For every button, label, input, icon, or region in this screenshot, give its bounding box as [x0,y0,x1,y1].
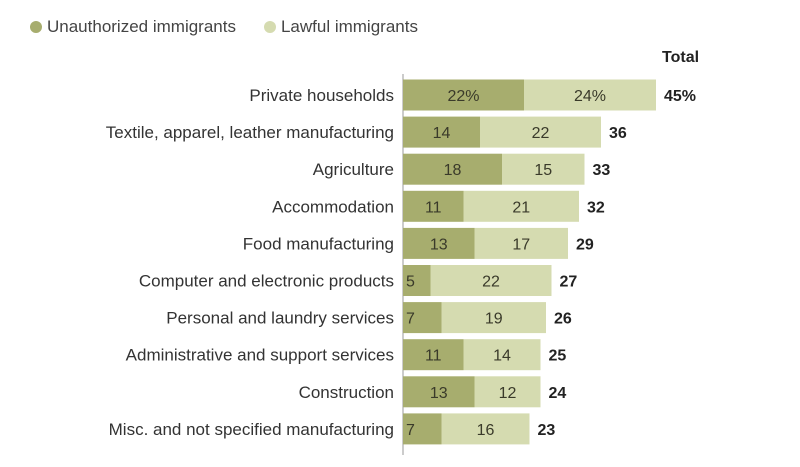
bar-lawful [430,265,552,296]
data-label-unauthorized: 22% [447,88,479,105]
data-label-lawful: 22 [532,125,550,142]
bar-lawful [463,339,541,371]
total-label: 23 [538,422,556,439]
data-label-lawful: 14 [493,348,511,365]
total-label: 27 [560,274,578,291]
bar-unauthorized [403,339,464,371]
data-label-unauthorized: 11 [425,348,442,365]
bar-lawful [480,116,601,148]
data-label-unauthorized: 5 [406,274,415,291]
total-label: 33 [593,162,611,179]
data-label-lawful: 21 [512,199,530,216]
total-label: 32 [587,199,605,216]
total-label: 25 [549,348,567,365]
data-label-unauthorized: 14 [433,125,451,142]
data-label-lawful: 22 [482,274,500,291]
bar-lawful [474,376,541,408]
bar-unauthorized [403,227,475,259]
category-label: Private households [249,86,394,105]
data-label-lawful: 24% [574,88,606,105]
legend: Unauthorized immigrants Lawful immigrant… [30,17,446,37]
category-label: Textile, apparel, leather manufacturing [106,123,394,142]
category-label: Misc. and not specified manufacturing [109,420,394,439]
category-label: Personal and laundry services [166,309,394,328]
legend-label-lawful: Lawful immigrants [280,17,418,36]
data-label-lawful: 17 [512,236,530,253]
data-label-lawful: 12 [499,385,517,402]
total-label: 26 [554,311,572,328]
bar-lawful [502,153,585,185]
category-label: Agriculture [313,160,394,179]
bar-unauthorized [403,79,524,111]
legend-swatch-unauthorized [30,21,42,33]
category-label: Administrative and support services [126,346,394,365]
bar-unauthorized [403,302,442,334]
legend-item-unauthorized: Unauthorized immigrants [30,17,236,37]
total-label: 45% [664,88,696,105]
data-label-unauthorized: 13 [430,385,448,402]
total-column-header: Total [662,49,700,66]
bar-unauthorized [403,153,502,185]
bar-unauthorized [403,376,475,408]
legend-swatch-lawful [263,21,276,33]
bar-unauthorized [403,265,431,296]
data-label-lawful: 19 [485,311,503,328]
bar-unauthorized [403,116,480,148]
bar-unauthorized [403,190,464,222]
data-label-unauthorized: 18 [444,162,462,179]
legend-label-unauthorized: Unauthorized immigrants [47,17,236,36]
bar-unauthorized [403,413,442,445]
bar-lawful [474,227,568,259]
category-label: Accommodation [272,197,394,216]
category-label: Construction [299,383,394,402]
bar-lawful [524,79,656,111]
data-label-lawful: 15 [534,162,552,179]
category-label: Food manufacturing [243,234,394,253]
bar-lawful [441,302,546,334]
total-label: 24 [549,385,567,402]
data-label-unauthorized: 13 [430,236,448,253]
total-label: 29 [576,236,594,253]
category-label: Computer and electronic products [139,272,394,291]
legend-item-lawful: Lawful immigrants [263,17,418,37]
data-label-unauthorized: 7 [406,422,415,439]
bar-lawful [463,190,579,222]
data-label-unauthorized: 11 [425,199,442,216]
bar-lawful [441,413,530,445]
total-label: 36 [609,125,627,142]
data-label-unauthorized: 7 [406,311,415,328]
data-label-lawful: 16 [477,422,495,439]
